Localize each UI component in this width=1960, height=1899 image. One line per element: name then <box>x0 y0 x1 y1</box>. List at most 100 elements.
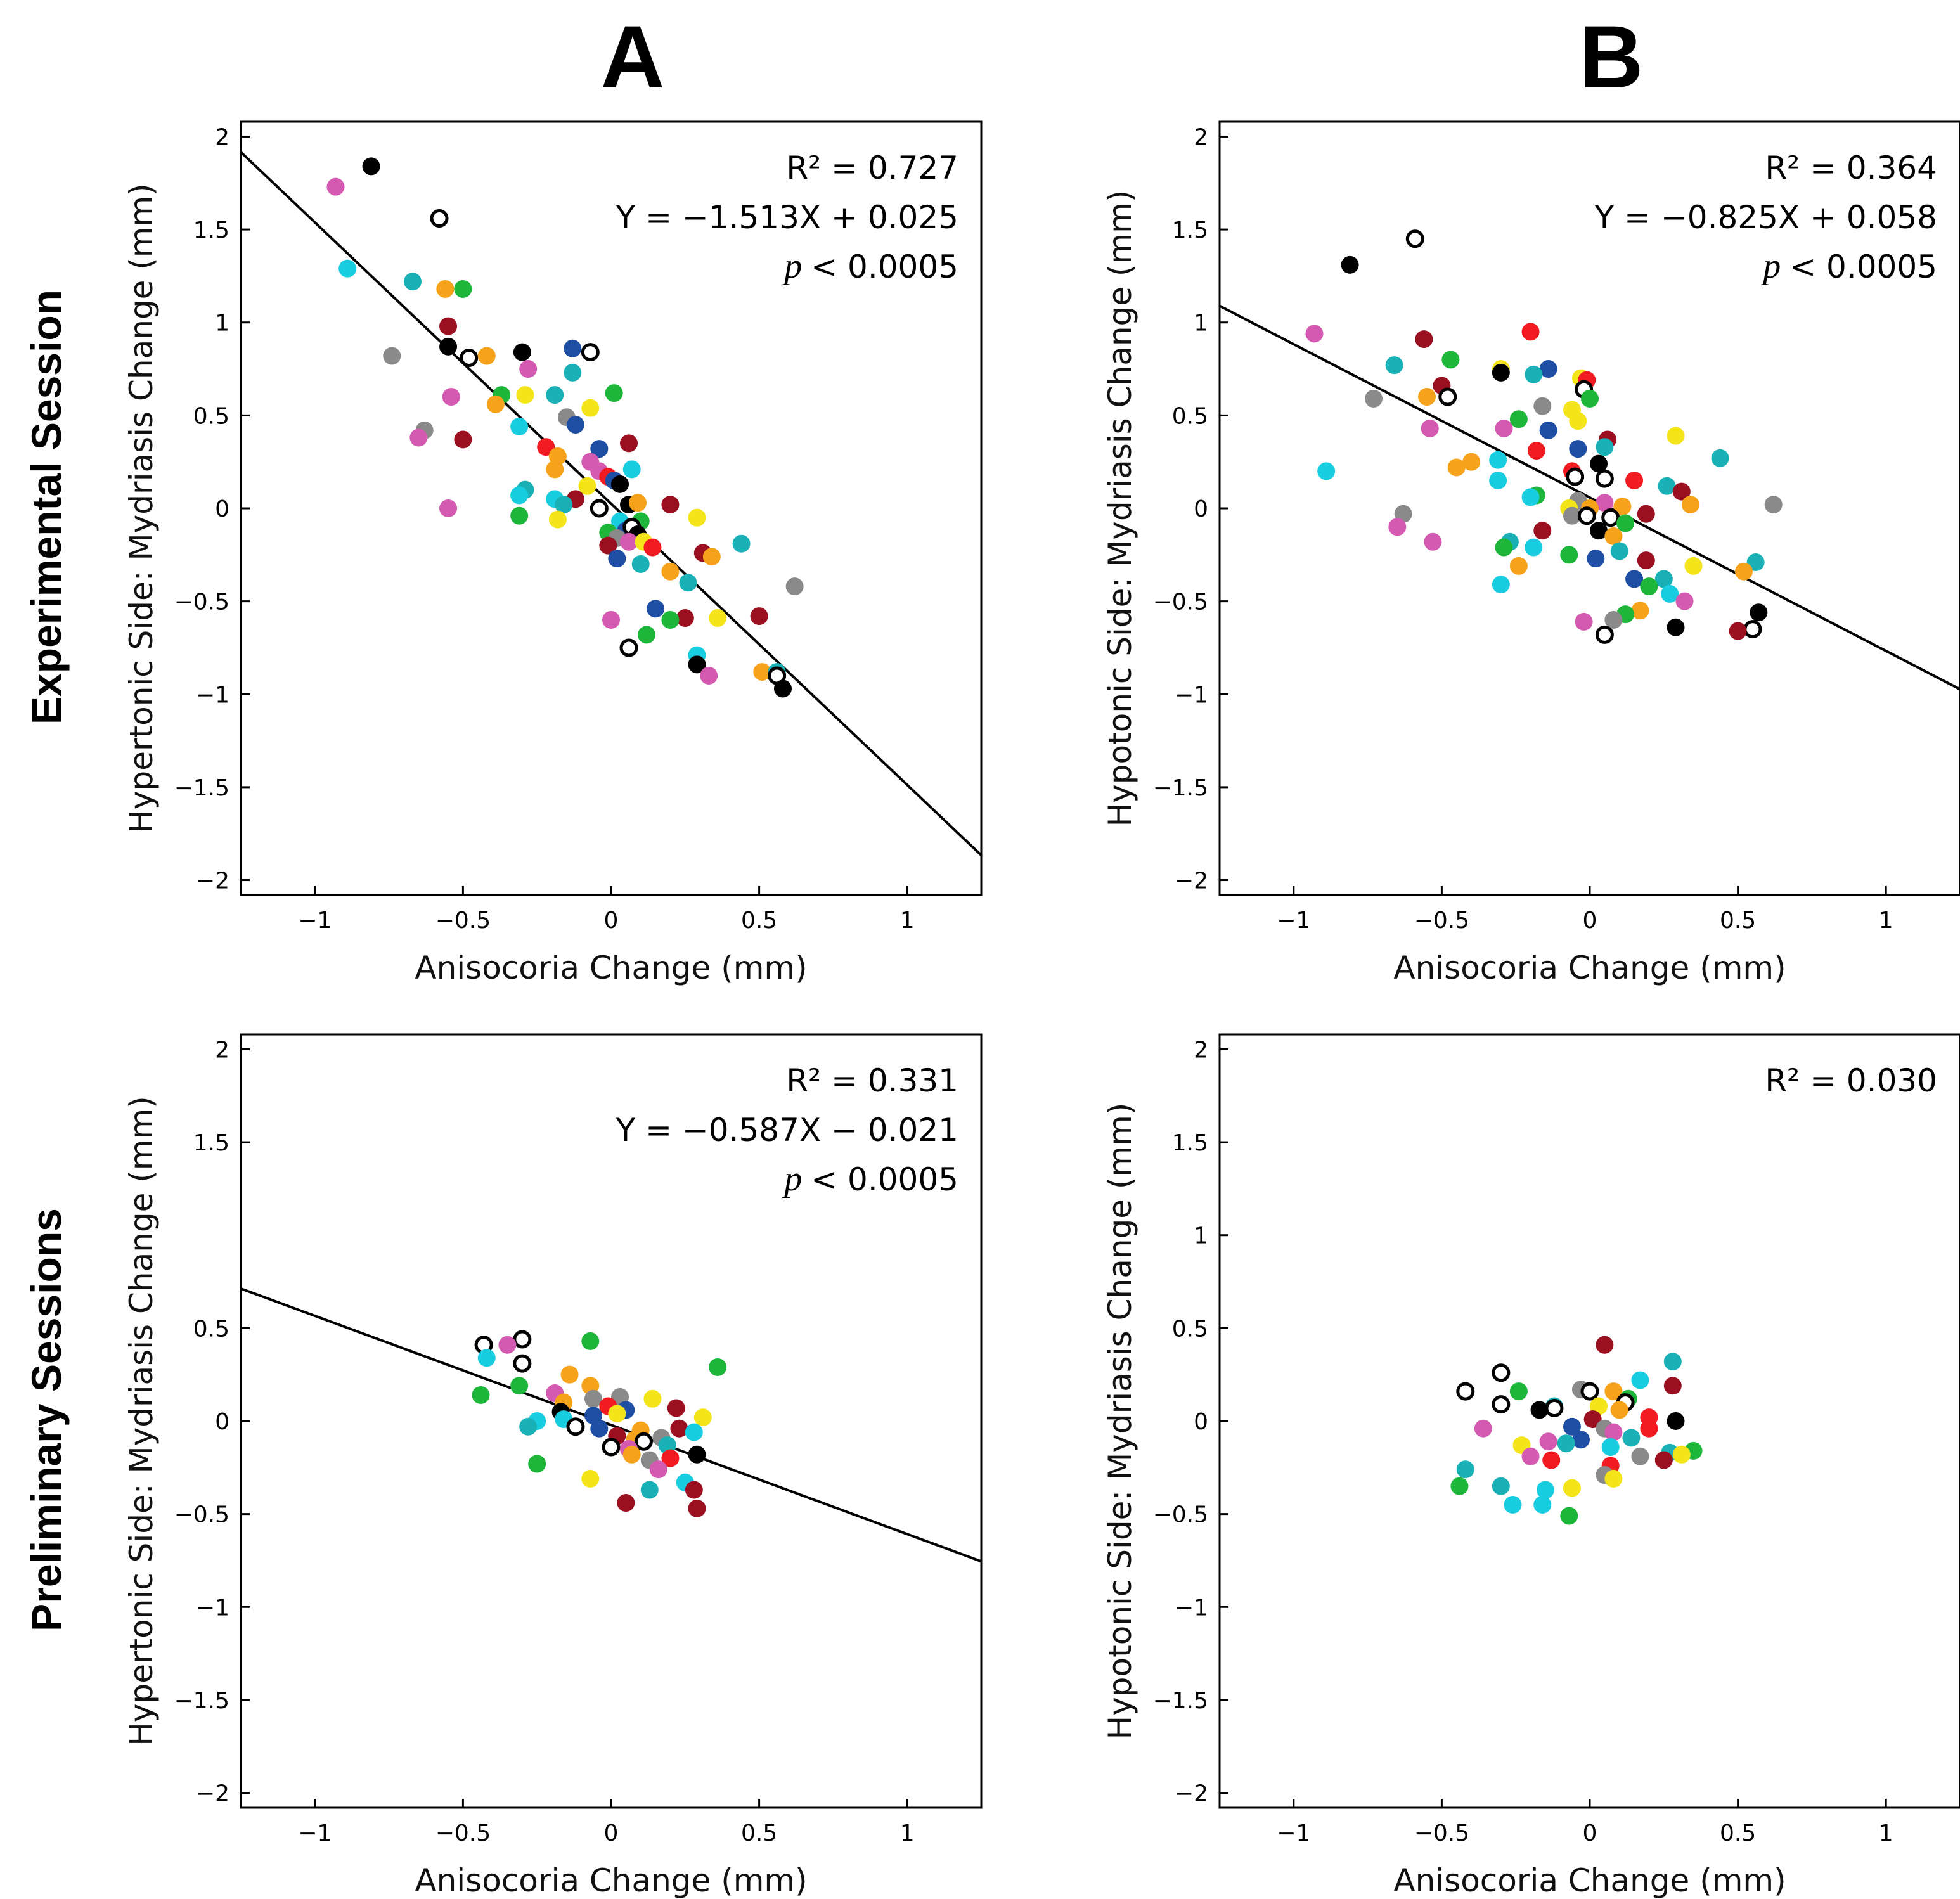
plot-frame <box>240 1033 983 1809</box>
data-point <box>617 1494 635 1512</box>
data-point <box>649 1460 667 1479</box>
data-point <box>1341 255 1359 274</box>
regression-equation: Y = −0.825X + 0.058 <box>1594 199 1937 236</box>
data-point <box>1672 482 1691 501</box>
data-point <box>620 434 638 453</box>
data-point <box>1557 1434 1575 1453</box>
p-value-annotation: p < 0.0005 <box>1760 247 1937 286</box>
data-point <box>564 363 582 382</box>
data-point <box>1622 1429 1641 1447</box>
data-point <box>1569 412 1587 430</box>
data-point <box>362 157 380 176</box>
y-tick-label: −0.5 <box>174 589 229 615</box>
y-tick-label: 0.5 <box>1172 1316 1208 1342</box>
data-point <box>1492 1477 1510 1495</box>
data-point <box>1536 1481 1554 1499</box>
data-point <box>670 1419 688 1438</box>
y-tick-label: 1.5 <box>1172 1130 1208 1156</box>
data-point <box>581 1469 600 1488</box>
y-tick-label: 0.5 <box>193 403 229 429</box>
panel-experimental-hypotonic: −1 −0.5 0 0.5 1 −2 −1.5 −1 −0.5 0 0.5 1 1.5 2 Anisocor… <box>1102 120 1960 986</box>
y-tick-label: −0.5 <box>1153 1502 1208 1528</box>
data-point <box>750 607 768 626</box>
data-point <box>647 600 665 618</box>
data-point <box>661 496 680 514</box>
y-tick-label: 1 <box>1194 311 1208 337</box>
data-point <box>1625 472 1644 490</box>
data-point <box>1613 498 1632 516</box>
data-point <box>472 1386 490 1404</box>
column-label-b: B <box>1579 7 1643 106</box>
regression-equation: Y = −0.587X − 0.021 <box>616 1112 958 1149</box>
data-point <box>581 1332 600 1350</box>
data-point <box>661 562 680 581</box>
x-tick-label: −0.5 <box>435 908 491 934</box>
data-point <box>498 1336 517 1354</box>
y-tick-label: 1.5 <box>193 1130 229 1156</box>
data-point <box>1637 505 1655 523</box>
data-point-open <box>1577 506 1596 525</box>
r-squared-annotation: R² = 0.727 <box>786 150 958 186</box>
data-point-open <box>513 1354 532 1373</box>
data-point <box>1450 1477 1469 1495</box>
data-point <box>785 577 804 596</box>
data-point <box>513 343 531 361</box>
data-point <box>622 1445 641 1464</box>
data-point <box>1563 1479 1581 1497</box>
x-tick-label: 1 <box>900 1820 915 1846</box>
r-squared-annotation: R² = 0.364 <box>1765 150 1937 186</box>
data-point <box>1604 1382 1623 1401</box>
y-tick-label: −0.5 <box>1153 589 1208 615</box>
data-point <box>1604 527 1623 545</box>
row-label-experimental: Experimental Session <box>23 290 70 724</box>
data-point <box>602 610 620 629</box>
data-point <box>454 280 472 298</box>
data-point-open <box>1595 625 1614 644</box>
data-point <box>1575 612 1593 631</box>
data-point <box>1675 592 1694 610</box>
data-point <box>528 1455 546 1473</box>
data-point <box>1560 546 1578 564</box>
data-point <box>564 339 582 357</box>
y-tick-label: 1.5 <box>1172 217 1208 243</box>
data-point <box>1462 453 1481 471</box>
data-point <box>383 347 401 365</box>
data-point <box>1667 427 1685 445</box>
data-point <box>702 548 721 566</box>
y-tick-label: 0 <box>1194 496 1208 522</box>
data-point <box>753 663 771 681</box>
data-point <box>1631 1447 1649 1465</box>
data-point <box>1663 1377 1682 1395</box>
row-label-preliminary: Preliminary Sessions <box>23 1208 70 1632</box>
data-point <box>454 430 472 449</box>
data-point <box>1539 1432 1557 1451</box>
data-point <box>1601 1438 1620 1457</box>
data-point <box>1711 449 1729 467</box>
data-point <box>1527 442 1545 460</box>
data-point <box>661 1449 680 1467</box>
data-point <box>1415 330 1433 349</box>
data-point <box>477 1349 496 1367</box>
data-point <box>1587 550 1605 568</box>
r-squared-annotation: R² = 0.030 <box>1765 1062 1937 1099</box>
data-point <box>1681 496 1699 514</box>
regression-line <box>241 1287 981 1563</box>
data-point <box>688 655 706 674</box>
data-point-open <box>430 209 449 228</box>
data-point <box>1489 451 1507 469</box>
data-point <box>590 1419 609 1438</box>
data-point <box>1421 419 1439 437</box>
data-point-open <box>1601 508 1620 527</box>
data-point <box>1590 454 1608 473</box>
data-point <box>1667 1412 1685 1430</box>
x-axis-label: Anisocoria Change (mm) <box>1393 1862 1786 1899</box>
x-tick-label: 1 <box>1879 1820 1893 1846</box>
y-tick-label: −1.5 <box>174 775 229 801</box>
data-point <box>1654 570 1673 588</box>
data-point <box>581 399 600 417</box>
y-tick-label: −1.5 <box>1153 775 1208 801</box>
data-point <box>1563 506 1581 525</box>
x-axis-label: Anisocoria Change (mm) <box>415 1862 807 1899</box>
data-point-open <box>619 638 638 657</box>
